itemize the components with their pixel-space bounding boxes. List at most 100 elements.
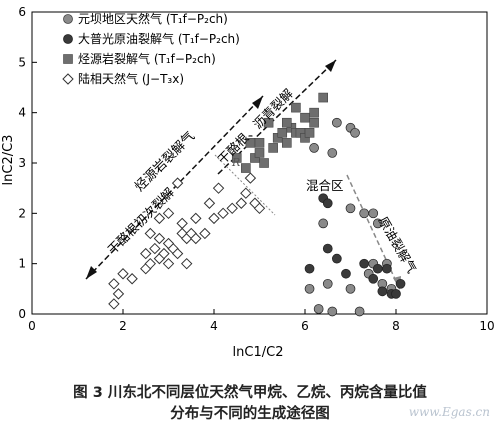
y-tick-label: 3 (18, 156, 26, 170)
data-point-series-1 (391, 289, 401, 299)
data-point-series-0 (304, 283, 315, 294)
data-point-series-0 (332, 117, 342, 128)
legend-label-continental: 陆相天然气 (J−T₃x) (78, 71, 184, 86)
data-points (108, 92, 406, 317)
data-point-series-3 (162, 237, 175, 250)
data-point-series-2 (318, 92, 329, 103)
data-point-series-3 (153, 232, 166, 245)
x-tick-label: 10 (479, 319, 494, 333)
data-point-series-1 (377, 286, 388, 297)
data-point-series-0 (359, 208, 369, 219)
data-point-series-0 (354, 306, 365, 317)
data-point-series-3 (253, 202, 266, 215)
data-point-series-1 (332, 253, 342, 264)
data-point-series-2 (231, 153, 242, 163)
data-point-series-0 (368, 208, 379, 219)
data-point-series-0 (345, 203, 356, 214)
x-tick-label: 0 (28, 319, 36, 333)
legend-marker-yuanba (63, 14, 73, 24)
data-point-series-3 (126, 273, 138, 285)
watermark: www.Egas.cn (408, 405, 490, 419)
data-point-series-3 (144, 257, 157, 270)
data-point-series-2 (259, 158, 269, 168)
y-tick-label: 4 (18, 106, 26, 120)
legend-label-puguang: 大普光原油裂解气 (T₁f−P₂ch) (78, 31, 240, 46)
scatter-chart: 0 2 4 6 8 10 0 1 2 3 4 5 6 元坝地区天然气 (T₁f−P₂ch) 大普光原油裂… (1, 5, 495, 360)
data-point-series-1 (372, 263, 383, 274)
data-point-series-3 (217, 207, 229, 220)
y-tick-label: 5 (18, 55, 26, 69)
x-tick-label: 2 (119, 319, 127, 333)
data-point-series-0 (372, 218, 383, 229)
data-point-series-2 (277, 128, 288, 138)
data-point-series-2 (281, 138, 292, 148)
arrow-head-up (252, 96, 263, 109)
data-point-series-3 (190, 232, 202, 245)
data-point-series-3 (180, 257, 193, 270)
axis-ticks: 0 2 4 6 8 10 0 1 2 3 4 5 6 (18, 5, 494, 333)
data-point-series-3 (140, 247, 152, 260)
data-point-series-3 (212, 182, 225, 194)
data-point-series-3 (162, 207, 175, 220)
legend: 元坝地区天然气 (T₁f−P₂ch) 大普光原油裂解气 (T₁f−P₂ch) 烃… (62, 11, 240, 86)
data-point-series-2 (241, 163, 251, 173)
trend-arrows (85, 59, 401, 291)
data-point-series-1 (395, 278, 406, 289)
data-point-series-1 (304, 263, 315, 274)
data-point-series-0 (309, 143, 319, 153)
arrow-head-down (86, 266, 97, 279)
data-point-series-1 (322, 198, 333, 209)
data-point-series-3 (226, 202, 238, 215)
y-tick-label: 2 (18, 206, 26, 220)
data-point-series-2 (300, 112, 310, 123)
data-point-series-2 (281, 117, 292, 128)
data-point-series-2 (263, 117, 274, 128)
data-point-series-3 (108, 278, 120, 290)
data-point-series-2 (291, 102, 301, 113)
data-point-series-1 (359, 258, 369, 269)
data-point-series-2 (268, 143, 278, 153)
data-point-series-2 (304, 128, 315, 138)
x-tick-label: 6 (301, 319, 309, 333)
data-point-series-2 (254, 138, 265, 148)
data-point-series-3 (199, 227, 211, 240)
annotation-r: R (231, 156, 240, 169)
data-point-series-0 (350, 127, 360, 138)
data-point-series-3 (240, 187, 252, 199)
data-point-series-3 (117, 268, 129, 280)
y-tick-label: 0 (18, 307, 26, 321)
y-axis-label: lnC2/C3 (1, 135, 16, 186)
kerogen-trend-line (85, 95, 264, 280)
data-point-series-0 (322, 278, 333, 289)
arrow-head-secondary (325, 60, 336, 72)
x-tick-label: 4 (210, 319, 218, 333)
x-tick-label: 8 (392, 319, 400, 333)
data-point-series-0 (345, 283, 356, 294)
data-point-series-3 (112, 288, 125, 300)
data-point-series-1 (368, 273, 379, 284)
data-point-series-3 (144, 227, 157, 240)
data-point-series-2 (254, 148, 265, 158)
y-tick-label: 1 (18, 257, 26, 271)
data-point-series-3 (153, 212, 166, 225)
data-point-series-3 (162, 257, 175, 270)
legend-marker-puguang (63, 34, 73, 44)
data-point-series-3 (108, 298, 120, 310)
data-point-series-1 (322, 243, 333, 254)
data-point-series-3 (235, 197, 248, 209)
data-point-series-0 (327, 148, 338, 158)
data-point-series-3 (171, 247, 184, 260)
x-axis-label: lnC1/C2 (233, 345, 284, 360)
data-point-series-3 (149, 242, 161, 255)
data-point-series-3 (158, 247, 170, 260)
legend-marker-continental (62, 73, 74, 85)
figure-caption-line1: 图 3 川东北不同层位天然气甲烷、乙烷、丙烷含量比值 (73, 385, 427, 401)
data-point-series-3 (203, 197, 216, 209)
legend-label-source-rock: 烃源岩裂解气 (T₁f−P₂ch) (78, 51, 216, 66)
y-tick-label: 6 (18, 5, 26, 19)
data-point-series-1 (382, 263, 392, 274)
data-point-series-0 (318, 218, 329, 229)
data-point-series-3 (190, 212, 202, 225)
data-point-series-3 (171, 177, 184, 189)
figure-caption-line2: 分布与不同的生成途径图 (170, 406, 330, 422)
